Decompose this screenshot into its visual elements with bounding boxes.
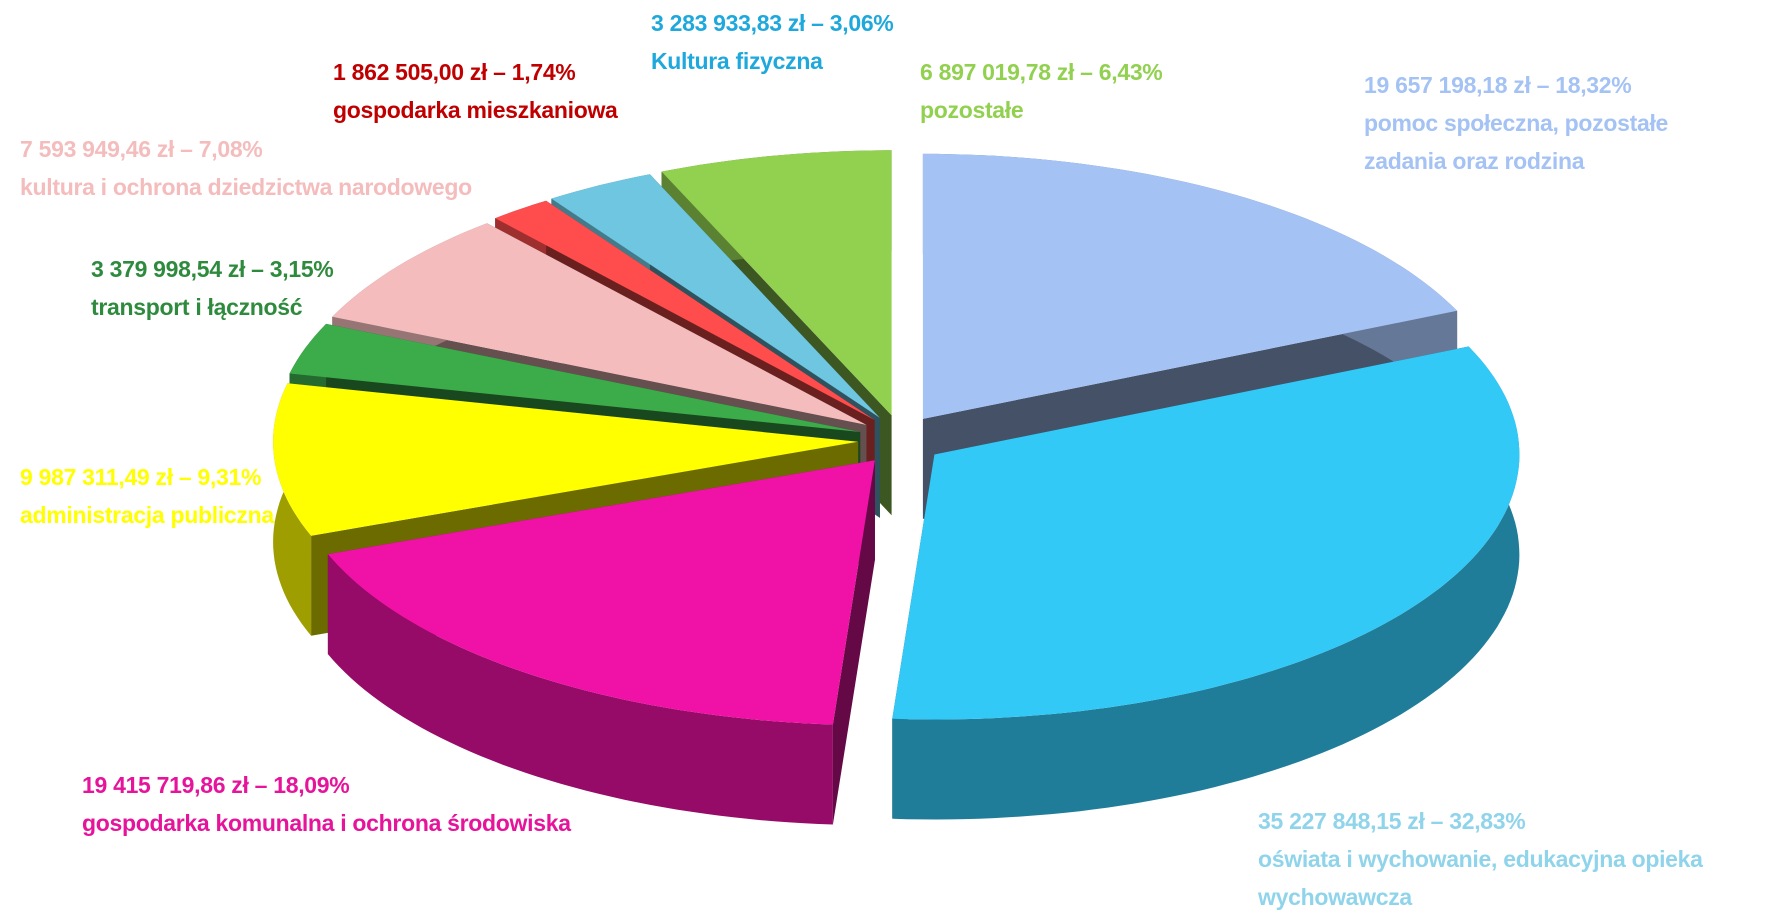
slice-label: 35 227 848,15 zł – 32,83% oświata i wycho… — [1258, 802, 1718, 916]
slice-label: 1 862 505,00 zł – 1,74% gospodarka mieszk… — [333, 53, 618, 129]
slice-label: 9 987 311,49 zł – 9,31% administracja pub… — [20, 458, 274, 534]
category-label: gospodarka komunalna i ochrona środowisk… — [82, 810, 571, 836]
value-label: 3 283 933,83 zł – 3,06% — [651, 10, 894, 36]
category-label: Kultura fizyczna — [651, 48, 823, 74]
slice-top — [289, 323, 861, 432]
value-label: 35 227 848,15 zł – 32,83% — [1258, 808, 1526, 834]
slice-label: 19 657 198,18 zł – 18,32% pomoc społeczna… — [1364, 66, 1734, 180]
slice-top — [551, 174, 880, 418]
value-label: 6 897 019,78 zł – 6,43% — [920, 59, 1163, 85]
slice-label: 7 593 949,46 zł – 7,08% kultura i ochrona… — [20, 130, 472, 206]
value-label: 3 379 998,54 zł – 3,15% — [91, 256, 334, 282]
slice-side — [892, 346, 1520, 820]
slice-label: 3 379 998,54 zł – 3,15% transport i łączn… — [91, 250, 334, 326]
slice — [327, 460, 875, 825]
category-label: gospodarka mieszkaniowa — [333, 97, 618, 123]
value-label: 1 862 505,00 zł – 1,74% — [333, 59, 576, 85]
slice-top — [892, 346, 1520, 720]
category-label: oświata i wychowanie, edukacyjna opieka … — [1258, 846, 1703, 910]
slice-label: 19 415 719,86 zł – 18,09% gospodarka komu… — [82, 766, 571, 842]
slice-top — [332, 223, 867, 425]
category-label: kultura i ochrona dziedzictwa narodowego — [20, 174, 472, 200]
slice — [892, 346, 1520, 820]
slice-label: 6 897 019,78 zł – 6,43% pozostałe — [920, 53, 1163, 129]
category-label: pomoc społeczna, pozostałe zadania oraz … — [1364, 110, 1669, 174]
value-label: 9 987 311,49 zł – 9,31% — [20, 464, 262, 490]
slice-top — [922, 153, 1458, 419]
slice-top — [327, 460, 875, 725]
slice-top — [661, 150, 892, 416]
slice-side — [327, 554, 833, 825]
category-label: pozostałe — [920, 97, 1024, 123]
slice-label: 3 283 933,83 zł – 3,06% Kultura fizyczna — [651, 4, 894, 80]
slice-top — [273, 383, 859, 536]
value-label: 19 415 719,86 zł – 18,09% — [82, 772, 350, 798]
category-label: administracja publiczna — [20, 502, 274, 528]
value-label: 7 593 949,46 zł – 7,08% — [20, 136, 263, 162]
value-label: 19 657 198,18 zł – 18,32% — [1364, 72, 1632, 98]
category-label: transport i łączność — [91, 294, 303, 320]
slice-top — [495, 200, 875, 420]
